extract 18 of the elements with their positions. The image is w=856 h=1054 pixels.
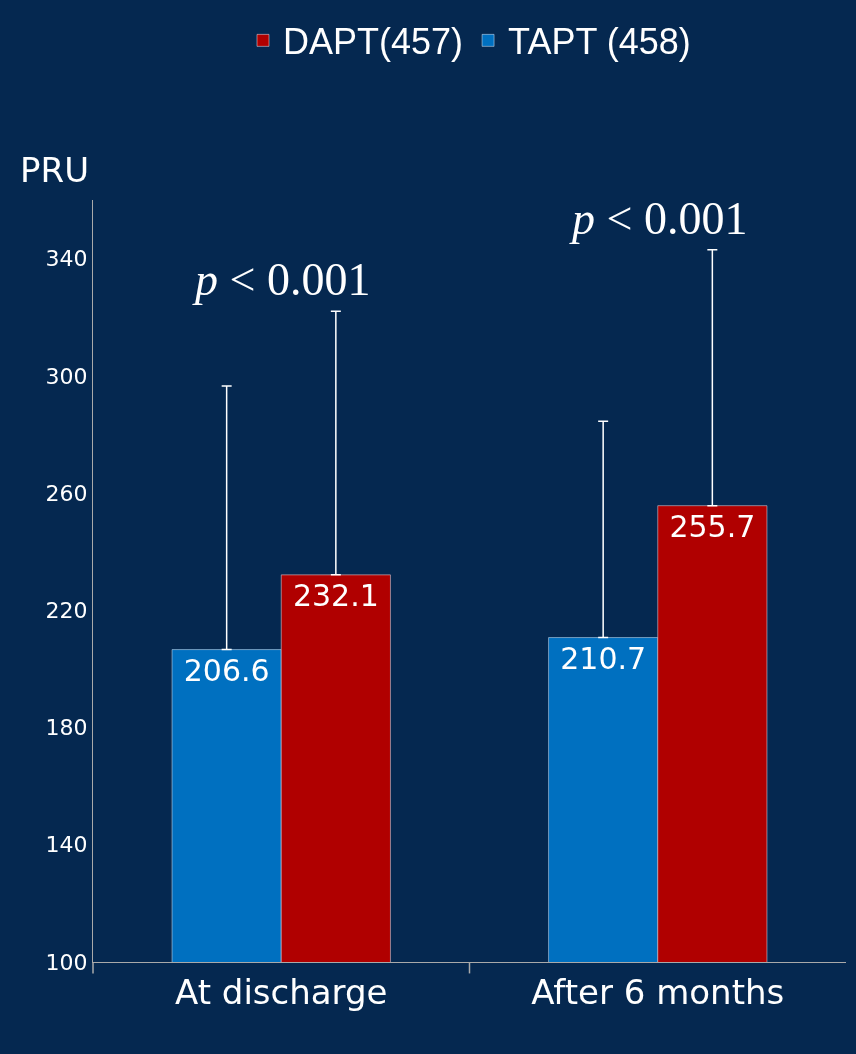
x-tick-label: At discharge xyxy=(175,971,388,1012)
annotation: p < 0.001 xyxy=(192,254,371,305)
y-tick-label: 140 xyxy=(45,832,88,858)
legend-label: TAPT (458) xyxy=(508,21,691,63)
data-label: 206.6 xyxy=(183,652,270,688)
data-label: 232.1 xyxy=(292,577,379,613)
x-tick-label: After 6 months xyxy=(531,971,785,1012)
y-tick-label: 180 xyxy=(45,715,88,741)
y-axis-title: PRU xyxy=(20,150,90,190)
data-label: 255.7 xyxy=(669,508,756,544)
annotation: p < 0.001 xyxy=(569,193,748,244)
y-tick-label: 340 xyxy=(45,246,88,272)
data-label: 210.7 xyxy=(560,640,647,676)
y-tick-label: 300 xyxy=(45,363,88,389)
y-tick-label: 220 xyxy=(45,598,88,624)
y-tick-label: 100 xyxy=(45,949,88,975)
y-tick-label: 260 xyxy=(45,480,88,506)
legend-label: DAPT(457) xyxy=(283,21,464,63)
